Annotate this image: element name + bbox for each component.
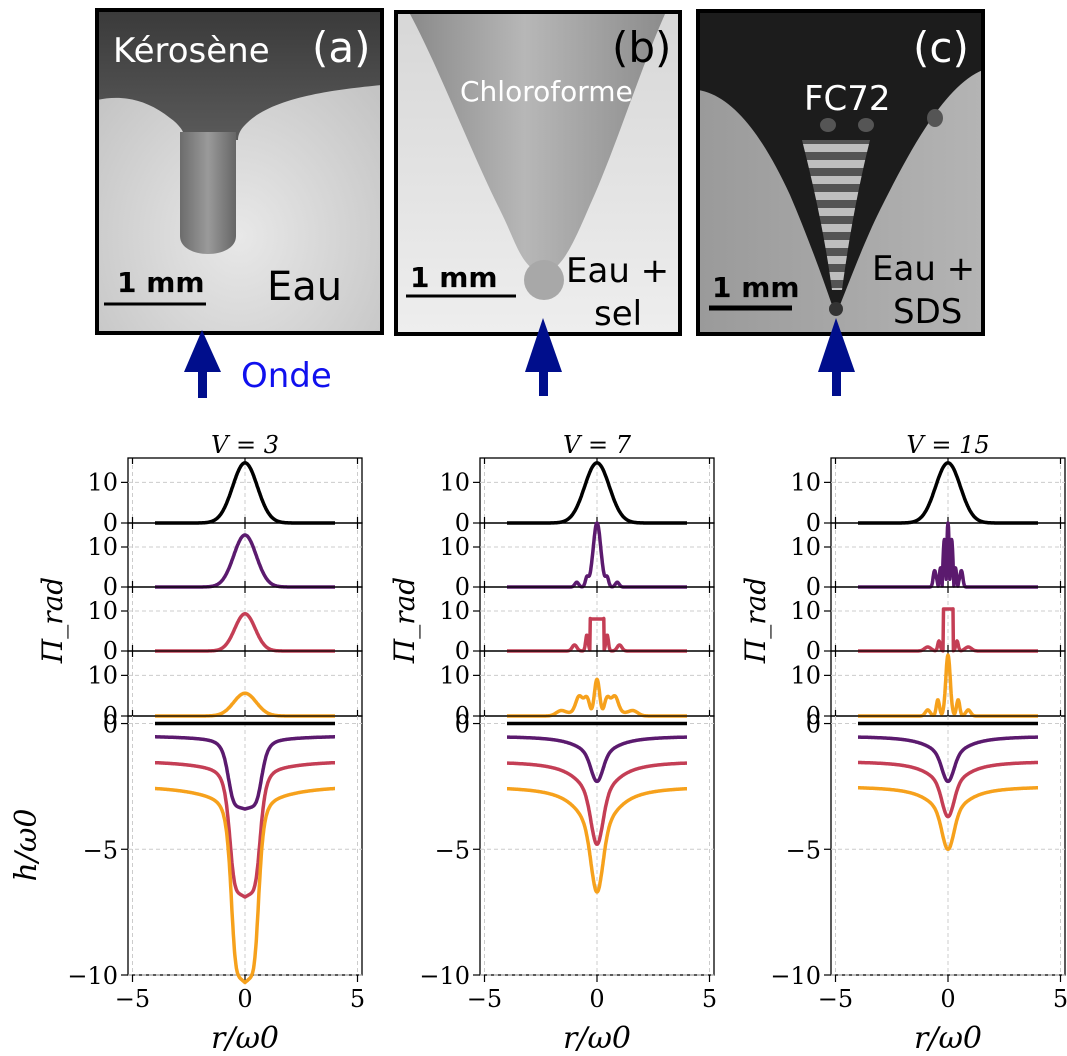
photo-b-lower-label-2: sel <box>594 294 642 334</box>
pi-ytick-label: 0 <box>103 509 118 537</box>
wave-arrow-c <box>818 318 855 396</box>
pi-ytick-label: 10 <box>87 468 118 496</box>
h-panel: −10−50−5 0 5 <box>770 711 1067 1013</box>
photo-a: Kérosène (a) Eau 1 mm <box>95 8 384 335</box>
photo-c-upper-label: FC72 <box>804 79 891 119</box>
h-xtick-label: 0 <box>589 985 604 1013</box>
pi-curve-1 <box>505 461 689 525</box>
pi-ytick-label: 0 <box>806 637 821 665</box>
photo-c-letter: (c) <box>913 23 969 72</box>
h-ytick-label: −10 <box>67 962 118 990</box>
x-axis-label: r/ω0 <box>211 1021 279 1056</box>
pi-ytick-label: 10 <box>790 661 821 689</box>
chart-title: V = 3 <box>211 431 279 459</box>
photo-c-lower-label-2: SDS <box>893 292 962 332</box>
pi-ytick-label: 10 <box>87 661 118 689</box>
h-xtick-label: 0 <box>237 985 252 1013</box>
h-xtick-label: 5 <box>702 985 717 1013</box>
photo-b-upper-label: Chloroforme <box>460 75 633 108</box>
pi-ytick-label: 0 <box>103 637 118 665</box>
h-curve-3 <box>505 761 689 846</box>
wave-arrow-a <box>184 330 221 398</box>
photo-c-lower-label-1: Eau + <box>872 249 975 289</box>
h-ytick-label: −10 <box>770 962 821 990</box>
pi-ytick-label: 10 <box>790 533 821 561</box>
h-xtick-label: 5 <box>1053 985 1067 1013</box>
pi-ytick-label: 0 <box>455 702 470 730</box>
h-ytick-label: 0 <box>103 711 118 739</box>
pi-ytick-label: 10 <box>439 661 470 689</box>
x-axis-label: r/ω0 <box>914 1021 982 1056</box>
pi-axis-label: Π_rad <box>739 577 772 664</box>
photo-a-upper-label: Kérosène <box>113 31 270 71</box>
h-ytick-label: 0 <box>455 711 470 739</box>
chloroform-tip <box>524 260 564 300</box>
chart-title: V = 15 <box>906 431 989 459</box>
pi-ytick-label: 0 <box>103 702 118 730</box>
h-curve-3 <box>153 760 337 899</box>
photo-b: Chloroforme (b) Eau + sel 1 mm <box>394 10 682 336</box>
chart-title: V = 7 <box>563 431 632 459</box>
photo-b-letter: (b) <box>612 23 671 72</box>
h-panel: −10−50−5 0 5 <box>67 711 365 1013</box>
pi-axis-label: Π_rad <box>36 577 69 664</box>
photo-c-scale-label: 1 mm <box>712 271 800 304</box>
h-curve-4 <box>153 786 337 985</box>
photo-b-lower-label-1: Eau + <box>566 251 669 291</box>
pi-ytick-label: 10 <box>439 468 470 496</box>
pi-ytick-label: 10 <box>790 597 821 625</box>
pi-ytick-label: 0 <box>806 702 821 730</box>
h-ytick-label: −5 <box>786 836 821 864</box>
pi-ytick-label: 10 <box>790 468 821 496</box>
h-ytick-label: −10 <box>419 962 470 990</box>
x-axis-label: r/ω0 <box>563 1021 631 1056</box>
pi-ytick-label: 0 <box>103 573 118 601</box>
h-xtick-label: −5 <box>467 985 502 1013</box>
h-xtick-label: 0 <box>940 985 955 1013</box>
pi-ytick-label: 0 <box>455 637 470 665</box>
pi-ytick-label: 0 <box>806 509 821 537</box>
chloroform-cone <box>410 14 665 270</box>
pi-ytick-label: 10 <box>87 597 118 625</box>
h-ytick-label: −5 <box>83 836 118 864</box>
h-curve-4 <box>505 786 689 894</box>
h-xtick-label: 5 <box>350 985 365 1013</box>
pi-curve-1 <box>153 461 337 525</box>
h-ytick-label: −5 <box>435 836 470 864</box>
pi-ytick-label: 0 <box>455 573 470 601</box>
photo-a-lower-label: Eau <box>267 264 342 310</box>
photo-a-scale-label: 1 mm <box>117 266 205 299</box>
pi-curve-4 <box>856 653 1040 718</box>
h-curve-2 <box>856 735 1040 784</box>
pi-ytick-label: 0 <box>806 573 821 601</box>
wave-arrow-b <box>525 318 562 396</box>
h-curve-2 <box>153 735 337 811</box>
pi-curve-1 <box>856 461 1040 525</box>
photo-a-letter: (a) <box>312 23 371 72</box>
pi-curve-2 <box>856 521 1040 589</box>
pi-axis-label: Π_rad <box>388 577 421 664</box>
h-axis-label: h/ω0 <box>9 809 44 882</box>
h-ytick-label: 0 <box>806 711 821 739</box>
photo-c: FC72 (c) Eau + SDS 1 mm <box>696 9 985 336</box>
h-xtick-label: −5 <box>818 985 853 1013</box>
h-panel: −10−50−5 0 5 <box>419 711 717 1013</box>
wave-label: Onde <box>241 356 332 396</box>
h-curve-3 <box>856 760 1040 819</box>
pi-panel-3: 010 <box>439 586 715 665</box>
photo-b-scale-label: 1 mm <box>410 261 498 294</box>
pi-ytick-label: 10 <box>439 597 470 625</box>
h-curve-2 <box>505 735 689 784</box>
kerosene-droplet <box>180 132 236 254</box>
pi-ytick-label: 10 <box>439 533 470 561</box>
h-curve-4 <box>856 786 1040 852</box>
pi-ytick-label: 0 <box>455 509 470 537</box>
h-xtick-label: −5 <box>115 985 150 1013</box>
pi-ytick-label: 10 <box>87 533 118 561</box>
